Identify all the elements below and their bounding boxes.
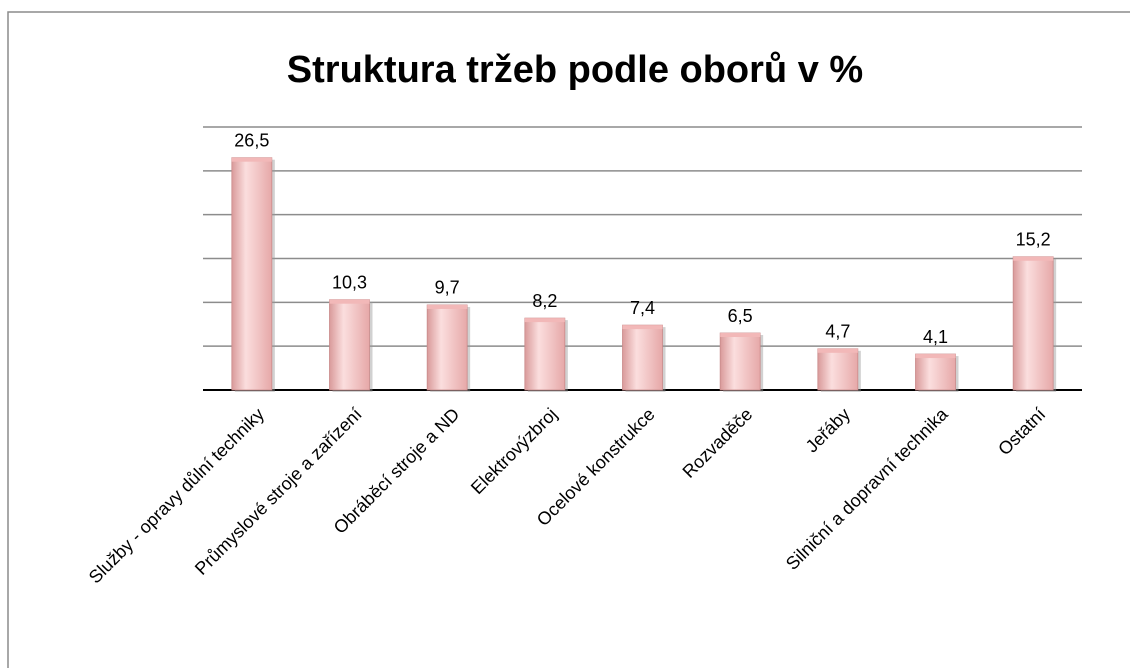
value-label: 8,2 [532, 291, 557, 311]
value-label: 15,2 [1016, 229, 1051, 249]
bar-top [622, 325, 663, 330]
value-label: 26,5 [234, 130, 269, 150]
bar-top [1013, 256, 1054, 261]
value-label: 4,7 [825, 322, 850, 342]
bar-top [915, 354, 956, 359]
value-label: 4,1 [923, 327, 948, 347]
bar-top [231, 157, 272, 162]
chart-border [7, 11, 1130, 668]
bar [231, 157, 273, 391]
value-label: 9,7 [435, 278, 460, 298]
bar-top [817, 348, 858, 353]
bar [622, 324, 663, 391]
bar [426, 304, 468, 391]
chart-title: Struktura tržeb podle oborů v % [287, 49, 863, 91]
bar-top [329, 299, 370, 304]
bar [915, 353, 956, 391]
value-label: 10,3 [332, 272, 367, 292]
bar-top [524, 318, 565, 323]
bar-top [427, 304, 468, 309]
bar [817, 348, 859, 391]
bar-top [720, 333, 761, 338]
bar [329, 299, 370, 391]
bar [1012, 256, 1054, 391]
value-label: 6,5 [728, 306, 753, 326]
bar [524, 317, 566, 391]
value-label: 7,4 [630, 298, 655, 318]
bar [719, 332, 761, 391]
